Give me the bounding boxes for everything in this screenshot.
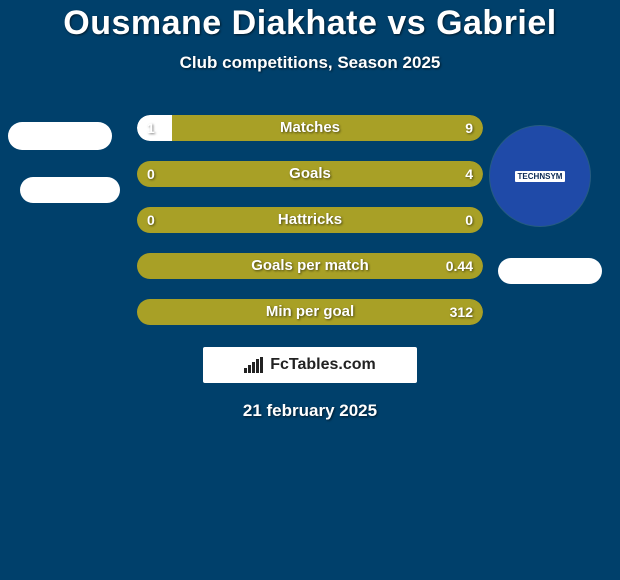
decor-shape: TECHNSYM [490, 126, 590, 226]
footer-date: 21 february 2025 [0, 401, 620, 421]
stat-label: Hattricks [137, 207, 483, 233]
stat-label: Matches [137, 115, 483, 141]
stat-row: 0.44Goals per match [137, 253, 483, 279]
stats-bars: 19Matches 04Goals 00Hattricks 0.44Goals per… [137, 115, 483, 325]
comparison-card: Ousmane Diakhate vs Gabriel Club competi… [0, 0, 620, 580]
page-subtitle: Club competitions, Season 2025 [0, 53, 620, 73]
stat-row: 19Matches [137, 115, 483, 141]
decor-shape [20, 177, 120, 203]
stat-label: Goals per match [137, 253, 483, 279]
stat-row: 04Goals [137, 161, 483, 187]
stat-row: 00Hattricks [137, 207, 483, 233]
stat-label: Min per goal [137, 299, 483, 325]
jersey-sponsor-label: TECHNSYM [515, 171, 566, 182]
stat-label: Goals [137, 161, 483, 187]
page-title: Ousmane Diakhate vs Gabriel [0, 4, 620, 43]
decor-shape [498, 258, 602, 284]
bar-chart-icon [244, 357, 264, 373]
brand-badge: FcTables.com [203, 347, 417, 383]
decor-shape [8, 122, 112, 150]
brand-label: FcTables.com [270, 356, 376, 374]
stat-row: 312Min per goal [137, 299, 483, 325]
